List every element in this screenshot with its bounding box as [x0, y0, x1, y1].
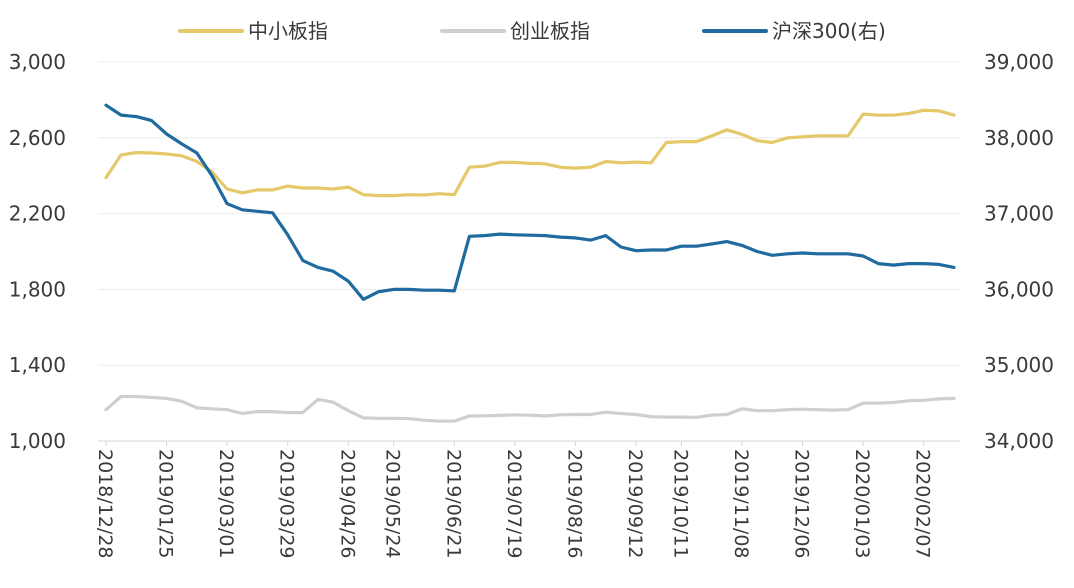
x-tick-label: 2019/09/12	[624, 449, 646, 559]
x-tick-label: 2020/02/07	[912, 449, 934, 559]
left-tick-label: 1,000	[9, 429, 66, 453]
x-tick-label: 2019/10/11	[669, 449, 691, 559]
left-tick-label: 3,000	[9, 50, 66, 74]
right-tick-label: 37,000	[984, 202, 1054, 226]
series-line	[104, 103, 956, 301]
x-tick-label: 2019/04/26	[336, 449, 358, 559]
legend: 中小板指 创业板指 沪深300(右)	[178, 19, 886, 43]
right-tick-label: 34,000	[984, 429, 1054, 453]
left-tick-label: 1,800	[9, 277, 66, 301]
x-tick-label: 2019/07/19	[503, 449, 525, 559]
x-axis: 2018/12/28 2019/01/25 2019/03/01 2019/03/29…	[94, 441, 934, 559]
grid-lines	[98, 61, 960, 366]
x-tick-label: 2019/05/24	[382, 449, 404, 559]
legend-label: 沪深300(右)	[772, 19, 886, 43]
legend-label: 中小板指	[248, 19, 328, 43]
series-line	[104, 394, 956, 423]
x-tick-label: 2019/11/08	[730, 449, 752, 559]
x-tick-label: 2019/01/25	[155, 449, 177, 559]
left-axis: 1,000 1,400 1,800 2,200 2,600 3,000	[9, 50, 66, 453]
series-line	[104, 108, 956, 198]
left-tick-label: 2,200	[9, 202, 66, 226]
right-tick-label: 36,000	[984, 277, 1054, 301]
x-tick-label: 2018/12/28	[94, 449, 116, 559]
x-tick-label: 2019/03/29	[276, 449, 298, 559]
right-tick-label: 35,000	[984, 353, 1054, 377]
left-tick-label: 1,400	[9, 353, 66, 377]
x-tick-label: 2019/03/01	[215, 449, 237, 559]
x-tick-label: 2020/01/03	[851, 449, 873, 559]
series-group	[104, 103, 956, 423]
legend-label: 创业板指	[510, 19, 590, 43]
right-tick-label: 39,000	[984, 50, 1054, 74]
x-tick-label: 2019/12/06	[791, 449, 813, 559]
left-tick-label: 2,600	[9, 126, 66, 150]
right-tick-label: 38,000	[984, 126, 1054, 150]
right-axis: 34,000 35,000 36,000 37,000 38,000 39,000	[984, 50, 1054, 453]
x-tick-label: 2019/06/21	[442, 449, 464, 559]
x-tick-label: 2019/08/16	[563, 449, 585, 559]
